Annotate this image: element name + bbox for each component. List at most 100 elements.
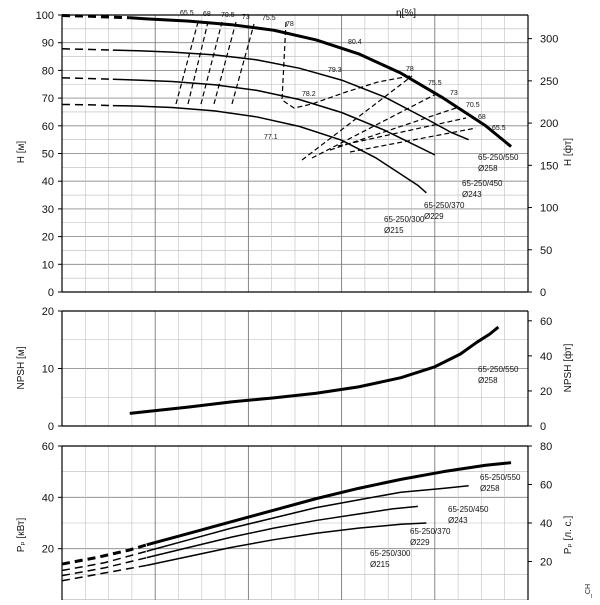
series-line-dashed-segment bbox=[61, 556, 147, 577]
series-line bbox=[112, 104, 427, 194]
efficiency-contour-line bbox=[200, 21, 223, 105]
series-label: Ø243 bbox=[448, 516, 468, 525]
efficiency-label: 65.5 bbox=[492, 125, 506, 132]
series-label: Ø229 bbox=[424, 212, 444, 221]
series-line bbox=[112, 78, 436, 156]
left-tick-label: 20 bbox=[42, 306, 54, 318]
right-tick-label: 20 bbox=[540, 557, 552, 569]
efficiency-label: 68 bbox=[203, 11, 211, 18]
efficiency-contour-line bbox=[187, 21, 209, 105]
efficiency-contour-line bbox=[337, 117, 467, 147]
left-tick-label: 50 bbox=[42, 149, 54, 161]
series-line bbox=[112, 49, 469, 141]
series-label: 65-250/450 bbox=[448, 505, 489, 514]
efficiency-contour-line bbox=[301, 75, 413, 161]
right-tick-label: 250 bbox=[540, 76, 558, 88]
right-tick-label: 0 bbox=[540, 421, 546, 433]
left-tick-label: 60 bbox=[42, 121, 54, 133]
efficiency-label: 78.2 bbox=[302, 91, 316, 98]
right-tick-label: 40 bbox=[540, 518, 552, 530]
series-label: Ø258 bbox=[478, 164, 498, 173]
right-tick-label: 300 bbox=[540, 34, 558, 46]
series-line-dashed-segment bbox=[61, 48, 113, 51]
curve-layer bbox=[61, 14, 513, 582]
left-tick-label: 10 bbox=[42, 364, 54, 376]
right-tick-label: 200 bbox=[540, 118, 558, 130]
series-label: Ø243 bbox=[462, 190, 482, 199]
series-label: 65-250/370 bbox=[410, 527, 451, 536]
series-line bbox=[146, 522, 427, 567]
left-tick-label: 40 bbox=[42, 176, 54, 188]
right-tick-label: 150 bbox=[540, 160, 558, 172]
series-line bbox=[146, 461, 512, 547]
left-tick-label: 70 bbox=[42, 93, 54, 105]
efficiency-label: 73 bbox=[242, 14, 250, 21]
right-tick-label: 100 bbox=[540, 203, 558, 215]
series-label: 65-250/300 bbox=[370, 549, 411, 558]
left-tick-label: 20 bbox=[42, 232, 54, 244]
series-label: 65-250/450 bbox=[462, 179, 503, 188]
right-tick-label: 80 bbox=[540, 441, 552, 453]
series-line bbox=[146, 485, 469, 552]
efficiency-contour-line bbox=[231, 23, 255, 105]
series-line-dashed-segment bbox=[61, 14, 130, 20]
efficiency-label: 70.5 bbox=[466, 102, 480, 109]
series-label: 65-250/550 bbox=[478, 365, 519, 374]
series-label: 65-250/550 bbox=[480, 473, 521, 482]
series-line-dashed-segment bbox=[61, 103, 113, 107]
series-line-dashed-segment bbox=[61, 564, 147, 582]
series-label: 65-250/370 bbox=[424, 201, 465, 210]
series-label: Ø215 bbox=[384, 226, 404, 235]
right-tick-label: 40 bbox=[540, 351, 552, 363]
series-label: Ø229 bbox=[410, 538, 430, 547]
series-line-dashed-segment bbox=[61, 77, 113, 81]
series-line bbox=[129, 16, 513, 148]
npsh-left-axis-label: NPSH [м] bbox=[16, 346, 27, 389]
series-label: 65-250/550 bbox=[478, 153, 519, 162]
series-label: Ø258 bbox=[478, 376, 498, 385]
power-left-axis-label: Pₚ [кВт] bbox=[16, 517, 27, 552]
series-line-dashed-segment bbox=[61, 543, 148, 566]
efficiency-label: 65.5 bbox=[180, 10, 194, 17]
right-tick-label: 20 bbox=[540, 386, 552, 398]
right-tick-label: 0 bbox=[540, 287, 546, 299]
efficiency-contour-line bbox=[175, 21, 199, 105]
left-tick-label: 0 bbox=[48, 421, 54, 433]
right-tick-label: 50 bbox=[540, 245, 552, 257]
efficiency-label: 79.3 bbox=[328, 67, 342, 74]
right-tick-label: 60 bbox=[540, 316, 552, 328]
axis-layer: 0102030405060708090100050100150200250300… bbox=[36, 10, 559, 569]
left-tick-label: 0 bbox=[48, 287, 54, 299]
efficiency-contour-line bbox=[329, 107, 457, 151]
left-tick-label: 40 bbox=[42, 492, 54, 504]
right-tick-label: 60 bbox=[540, 480, 552, 492]
efficiency-label: 70.5 bbox=[221, 12, 235, 19]
efficiency-label: 77.1 bbox=[264, 134, 278, 141]
left-tick-label: 90 bbox=[42, 38, 54, 50]
efficiency-label: 80.4 bbox=[348, 39, 362, 46]
efficiency-label: 78 bbox=[286, 21, 294, 28]
efficiency-label: 75.5 bbox=[262, 15, 276, 22]
series-label: Ø215 bbox=[370, 560, 390, 569]
efficiency-label: 78 bbox=[406, 66, 414, 73]
series-line-dashed-segment bbox=[61, 550, 147, 572]
efficiency-label: 68 bbox=[478, 114, 486, 121]
series-label: 65-250/300 bbox=[384, 215, 425, 224]
efficiency-contour-line bbox=[213, 21, 237, 105]
left-tick-label: 30 bbox=[42, 204, 54, 216]
left-tick-label: 100 bbox=[36, 10, 54, 22]
label-layer: 65-250/550 Ø258 65-250/450 Ø243 65-250/370 Ø2… bbox=[180, 10, 521, 569]
efficiency-contour-line bbox=[349, 127, 477, 153]
left-tick-label: 60 bbox=[42, 441, 54, 453]
series-line bbox=[146, 505, 418, 559]
head-right-axis-label: H [фт] bbox=[562, 138, 574, 166]
left-tick-label: 20 bbox=[42, 544, 54, 556]
npsh-right-axis-label: NPSH [фт] bbox=[562, 343, 574, 392]
efficiency-contour-line bbox=[281, 21, 411, 109]
series-line bbox=[129, 325, 500, 415]
head-left-axis-label: H [м] bbox=[16, 141, 27, 164]
efficiency-unit-label: η[%] bbox=[396, 8, 416, 19]
left-tick-label: 80 bbox=[42, 65, 54, 77]
